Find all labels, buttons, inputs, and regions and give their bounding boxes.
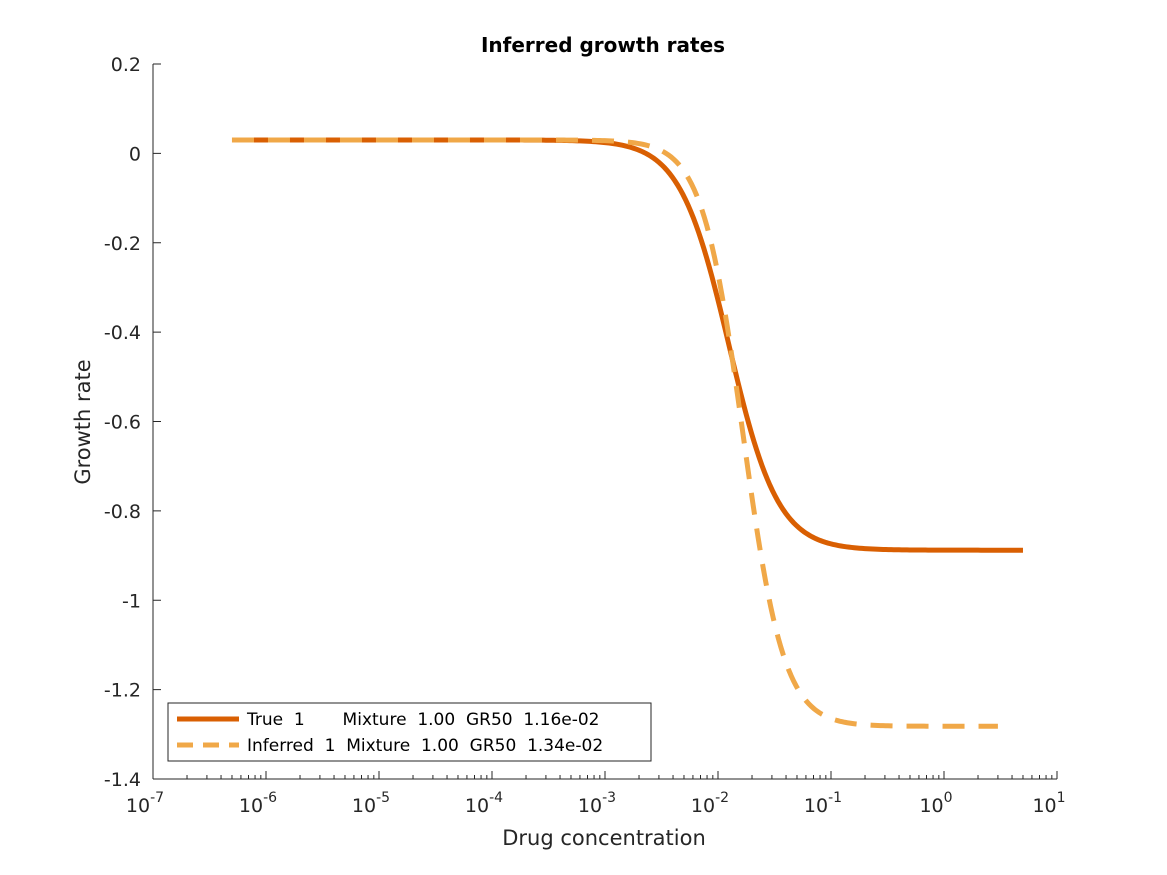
x-tick-base: 10 — [126, 795, 150, 817]
legend-box — [167, 702, 652, 762]
y-tick-label: -0.8 — [104, 501, 141, 523]
x-tick-exponent: -2 — [715, 790, 729, 806]
x-tick-exponent: -5 — [376, 790, 390, 806]
y-tick-label: 0.2 — [111, 54, 141, 76]
x-tick-base: 10 — [1032, 795, 1056, 817]
y-tick-label: -0.6 — [104, 412, 141, 434]
legend-label-inferred: Inferred 1 Mixture 1.00 GR50 1.34e-02 — [247, 736, 603, 756]
x-axis-label: Drug concentration — [502, 826, 706, 850]
x-tick-exponent: -3 — [602, 790, 616, 806]
y-tick-label: 0 — [129, 143, 141, 165]
x-tick-label: 10-2 — [691, 790, 729, 817]
y-tick-label: -1.4 — [104, 769, 141, 791]
series-lines — [231, 137, 1023, 729]
x-tick-exponent: 0 — [944, 790, 953, 806]
x-tick-label: 10-5 — [352, 790, 390, 817]
x-tick-exponent: -7 — [150, 790, 164, 806]
legend: True 1 Mixture 1.00 GR50 1.16e-02 Inferr… — [167, 702, 652, 762]
x-tick-base: 10 — [578, 795, 602, 817]
y-tick-label: -1 — [122, 590, 141, 612]
x-tick-exponent: 1 — [1057, 790, 1066, 806]
series-line-true — [231, 137, 1023, 553]
x-tick-label: 101 — [1032, 790, 1065, 817]
x-tick-base: 10 — [465, 795, 489, 817]
x-tick-base: 10 — [804, 795, 828, 817]
x-tick-base: 10 — [919, 795, 943, 817]
x-tick-base: 10 — [691, 795, 715, 817]
x-tick-label: 10-7 — [126, 790, 164, 817]
y-tick-label: -0.4 — [104, 322, 141, 344]
x-tick-exponent: -6 — [263, 790, 277, 806]
x-tick-label: 100 — [919, 790, 952, 817]
x-tick-label: 10-6 — [239, 790, 277, 817]
series-line-inferred — [231, 137, 998, 729]
x-tick-label: 10-4 — [465, 790, 503, 817]
x-tick-label: 10-1 — [804, 790, 842, 817]
x-tick-base: 10 — [239, 795, 263, 817]
y-ticks: 0.2 0 -0.2 -0.4 -0.6 -0.8 -1 -1.2 -1.4 — [104, 54, 161, 791]
y-tick-label: -1.2 — [104, 680, 141, 702]
axes — [152, 64, 1057, 780]
x-tick-label: 10-3 — [578, 790, 616, 817]
x-tick-base: 10 — [352, 795, 376, 817]
x-tick-exponent: -4 — [489, 790, 503, 806]
x-tick-exponent: -1 — [828, 790, 842, 806]
legend-label-true: True 1 Mixture 1.00 GR50 1.16e-02 — [246, 710, 600, 730]
y-axis-label: Growth rate — [71, 359, 95, 484]
x-ticks: 10-7 10-6 10-5 10-4 10-3 10-2 10-1 100 101 — [126, 771, 1066, 817]
chart-title: Inferred growth rates — [481, 33, 725, 57]
y-tick-label: -0.2 — [104, 233, 141, 255]
